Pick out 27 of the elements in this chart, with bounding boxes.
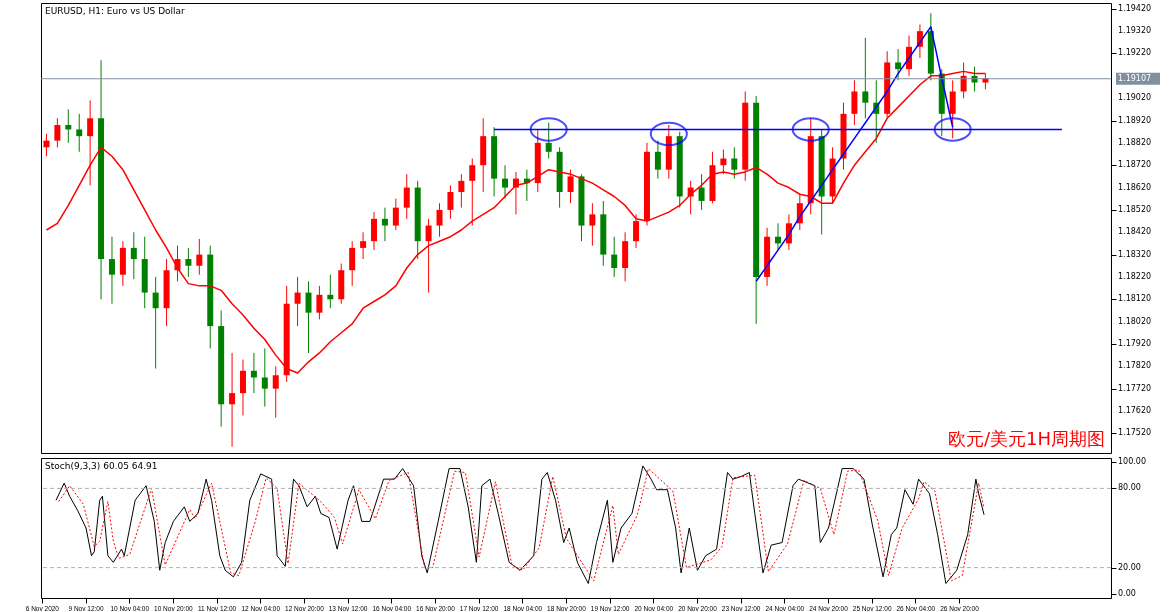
y-tick-label: 1.19020 [1118,93,1152,103]
y-tick-label: 1.18320 [1118,249,1152,259]
chart-title: EURUSD, H1: Euro vs US Dollar [45,6,186,16]
y-tick-label: 1.18520 [1118,204,1152,214]
y-tick-label: 1.19320 [1118,26,1152,36]
y-tick-label: 1.17720 [1118,383,1152,393]
y-tick-label: 1.17620 [1118,405,1152,415]
y-tick-label: 1.18420 [1118,227,1152,237]
y-tick-label: 1.17520 [1118,428,1152,438]
y-tick-label: 1.18120 [1118,294,1152,304]
y-tick-label: 1.19420 [1118,3,1152,13]
chart-title: Stoch(9,3,3) 60.05 64.91 [45,461,158,471]
y-tick-label: 1.17920 [1118,338,1152,348]
y-tick-label: 1.18920 [1118,115,1152,125]
annotation: 欧元/美元1H周期图 [947,428,1105,449]
y-tick-label: 1.17820 [1118,361,1152,371]
y-tick-label: 1.19220 [1118,48,1152,58]
y-tick-label: 0.00 [1118,589,1136,599]
y-tick-label: 20.00 [1118,562,1141,572]
y-tick-label: 1.18220 [1118,271,1152,281]
y-tick-label: 1.18020 [1118,316,1152,326]
y-tick-label: 1.18720 [1118,160,1152,170]
ref-line-label: 1.19107 [1118,73,1152,83]
y-tick-label: 80.00 [1118,483,1141,493]
y-tick-label: 1.18620 [1118,182,1152,192]
y-tick-label: 1.18820 [1118,137,1152,147]
y-tick-label: 100.00 [1118,456,1146,466]
